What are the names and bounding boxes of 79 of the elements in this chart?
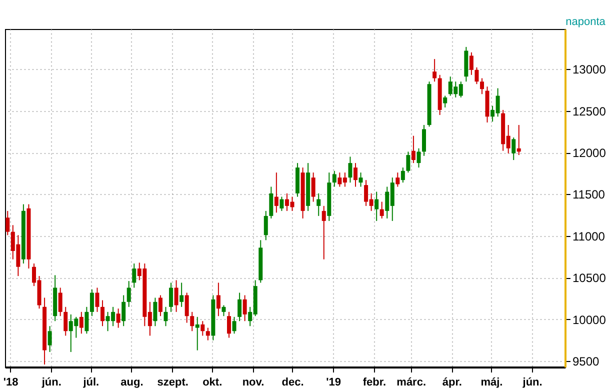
candlestick — [6, 210, 10, 236]
candlestick — [396, 172, 400, 188]
candlestick — [195, 316, 200, 351]
candlestick — [474, 66, 479, 85]
candlestick — [358, 172, 363, 188]
y-tick-label: 12500 — [572, 104, 606, 118]
candlestick — [512, 136, 516, 161]
candlestick — [264, 210, 268, 241]
x-tick-label: ápr. — [442, 376, 462, 388]
candlestick — [216, 282, 220, 317]
candlestick — [116, 308, 120, 328]
candlestick — [180, 282, 184, 308]
candlestick — [311, 172, 316, 202]
y-tick-label: 12000 — [572, 146, 606, 160]
candlestick — [274, 172, 278, 214]
candlestick — [480, 78, 484, 95]
candlestick — [58, 287, 62, 317]
x-tick-label: '18 — [3, 376, 18, 388]
candlestick — [100, 300, 105, 327]
x-tick-label: dec. — [282, 376, 304, 388]
candlestick — [126, 280, 131, 308]
candlestick — [348, 156, 352, 184]
candlestick — [64, 306, 68, 336]
candlestick — [269, 186, 274, 219]
candlestick — [380, 201, 384, 219]
x-tick-label: szept. — [157, 376, 188, 388]
candlestick — [48, 326, 52, 352]
y-tick-label: 11500 — [572, 188, 606, 202]
candlestick — [164, 306, 168, 327]
candlestick — [184, 292, 189, 324]
candlestick — [422, 124, 426, 156]
x-tick-label: febr. — [362, 376, 386, 388]
x-tick-label: aug. — [120, 376, 144, 388]
candlestick — [232, 316, 236, 334]
candlestick — [132, 263, 136, 288]
candlestick — [227, 311, 231, 338]
x-tick-label: júl. — [82, 376, 100, 388]
y-tick-label: 9500 — [572, 354, 600, 369]
candlestick — [516, 124, 521, 156]
text: naponta — [566, 16, 606, 28]
candlestick — [416, 148, 421, 168]
candlestick — [316, 192, 321, 216]
candlestick — [432, 58, 437, 82]
candlestick — [95, 287, 100, 312]
candlestick — [406, 151, 410, 174]
candlestick — [242, 294, 247, 322]
candlestick — [79, 311, 84, 334]
candlestick — [469, 52, 474, 76]
candlestick — [200, 320, 205, 336]
candlestick — [374, 191, 379, 222]
candlestick — [153, 297, 158, 327]
candlestick — [280, 196, 284, 212]
x-tick-label: máj. — [480, 376, 503, 388]
y-tick-label: 13000 — [572, 62, 606, 77]
candlestick — [443, 95, 448, 108]
candlestick — [174, 280, 178, 312]
y-tick-label: 10000 — [572, 312, 606, 327]
candlestick — [222, 304, 226, 317]
x-tick-label: jún. — [522, 376, 542, 388]
candlestick — [122, 294, 126, 327]
candlestick — [158, 294, 162, 317]
candlestick — [411, 135, 416, 164]
x-tick-label: jún. — [40, 376, 62, 388]
candlestick — [206, 327, 210, 341]
candlestick — [322, 205, 326, 260]
candlestick — [238, 292, 242, 322]
x-tick-label: nov. — [242, 376, 264, 388]
y-tick-label: 11000 — [572, 229, 606, 244]
candlestick — [353, 162, 358, 188]
candlestick — [90, 288, 94, 317]
candlestick — [190, 311, 194, 332]
y-tick-label: 10500 — [572, 271, 606, 286]
candlestick — [169, 282, 174, 312]
candlestick — [332, 170, 336, 188]
x-tick-label: okt. — [202, 376, 222, 388]
x-tick-label: márc. — [396, 376, 426, 388]
candlestick — [400, 167, 405, 184]
candlestick — [84, 306, 89, 334]
x-tick-label: '19 — [326, 376, 342, 388]
